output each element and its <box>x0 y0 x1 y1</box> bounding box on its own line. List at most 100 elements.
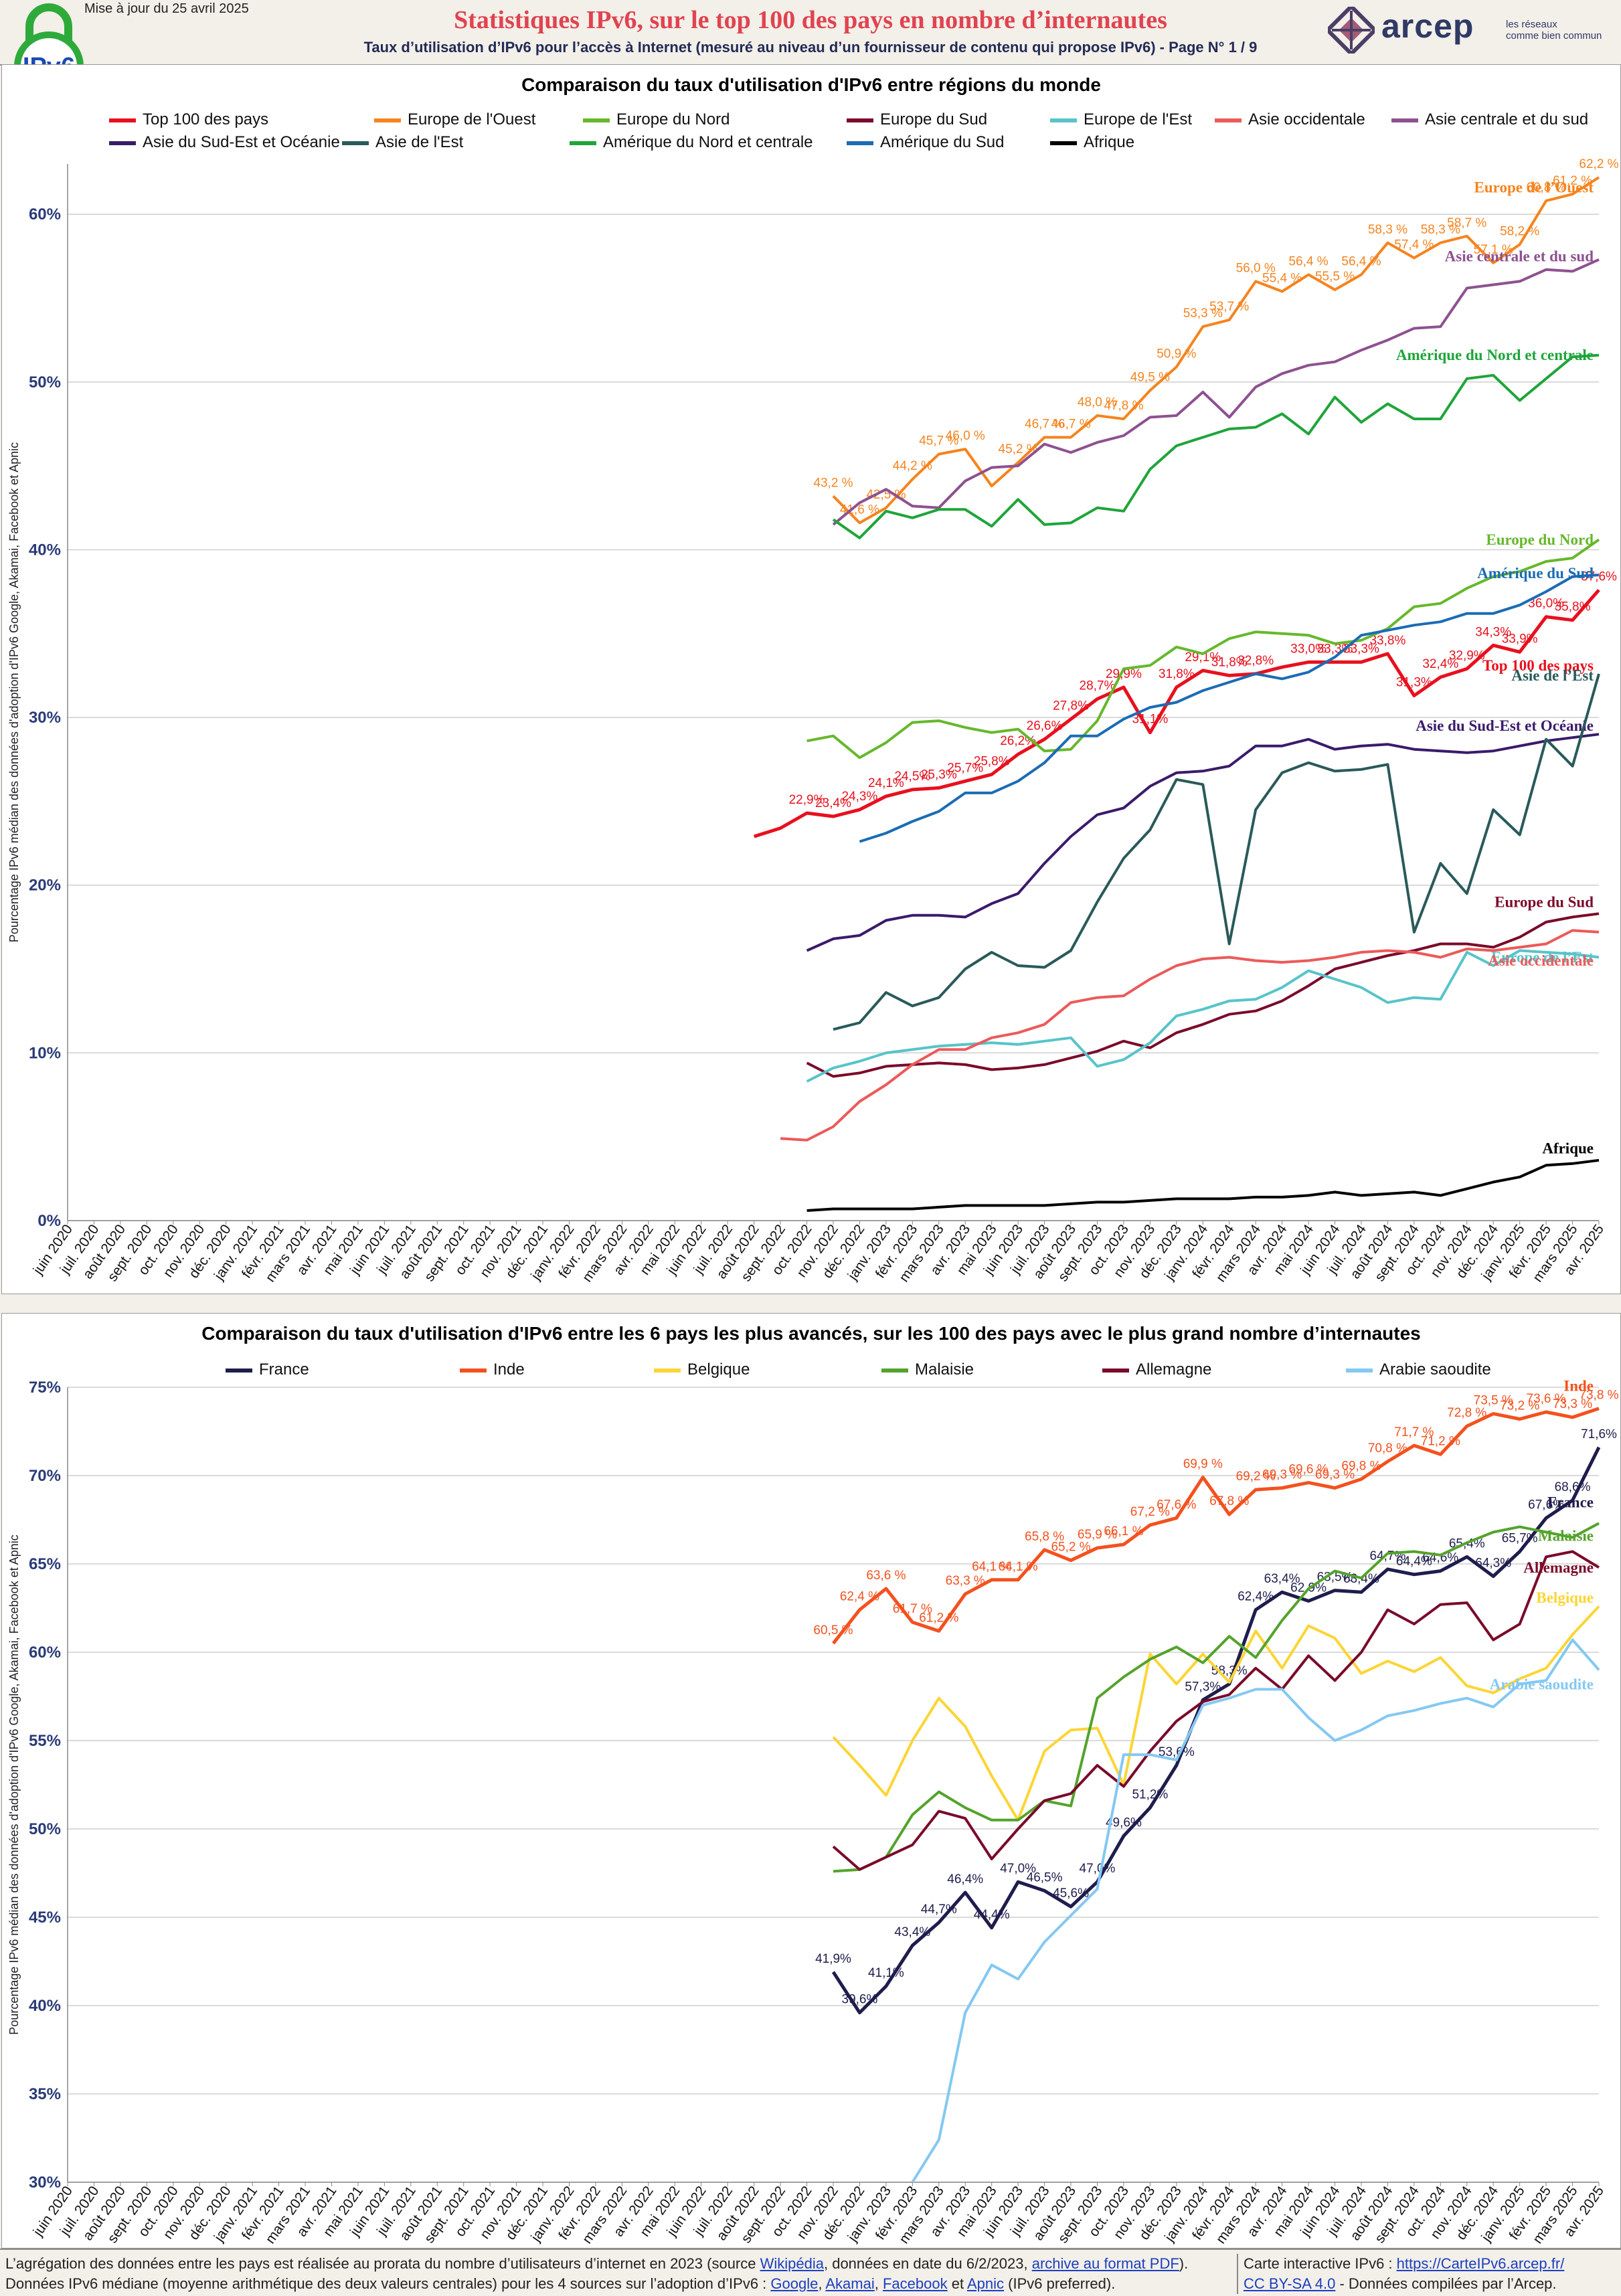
data-label: 23,4% <box>815 796 851 810</box>
data-label: 45,7 % <box>919 434 958 448</box>
series-line <box>832 176 1600 525</box>
series-belgique: Belgique <box>832 1589 1600 1822</box>
data-label: 33,3% <box>1343 642 1379 656</box>
data-label: 31,1% <box>1132 713 1168 727</box>
data-label: 24,3% <box>842 790 878 804</box>
legend-swatch <box>1050 118 1077 122</box>
data-label: 25,7% <box>947 761 983 775</box>
data-label: 41,1% <box>868 1966 904 1980</box>
series-end-label: Europe du Nord <box>1486 531 1594 548</box>
data-label: 53,6% <box>1159 1745 1195 1759</box>
legend-label: Asie de l'Est <box>375 133 464 151</box>
y-tick-label: 50% <box>29 1820 61 1838</box>
series-top-100-des-pays: 22,9%23,4%24,3%24,1%24,5%25,3%25,7%25,8%… <box>753 570 1617 838</box>
legend-swatch <box>226 1368 252 1373</box>
carte-ipv6-link[interactable]: https://CarteIPv6.arcep.fr/ <box>1396 2255 1565 2272</box>
data-label: 60,8 % <box>1527 181 1566 195</box>
data-label: 46,7 % <box>1025 418 1064 432</box>
data-label: 41,9% <box>815 1952 851 1966</box>
arcep-tagline: les réseaux comme bien commun <box>1506 19 1602 41</box>
legend-label: Asie centrale et du sud <box>1425 110 1589 128</box>
series-end-label: Belgique <box>1536 1589 1594 1606</box>
legend-item-asie-occidentale: Asie occidentale <box>1215 110 1365 129</box>
data-label: 44,4% <box>974 1908 1010 1922</box>
y-tick-label: 10% <box>29 1044 61 1062</box>
archive-pdf-link[interactable]: archive au format PDF <box>1031 2255 1179 2272</box>
series-line <box>806 949 1600 1083</box>
y-tick-label: 65% <box>29 1555 61 1573</box>
data-label: 44,7% <box>921 1903 957 1917</box>
legend-item-belgique: Belgique <box>654 1360 750 1379</box>
footer-text: et <box>951 2275 964 2292</box>
data-label: 36,0% <box>1528 597 1564 611</box>
series-line <box>806 538 1600 760</box>
data-label: 65,7% <box>1502 1532 1538 1546</box>
y-axis-title: Pourcentage IPv6 médian des données d'ad… <box>7 1534 21 2034</box>
y-tick-label: 20% <box>29 877 61 895</box>
legend-item-allemagne: Allemagne <box>1102 1360 1211 1379</box>
legend-item-france: France <box>226 1360 309 1379</box>
footer-text: - Données compilées par l’Arcep. <box>1335 2275 1557 2292</box>
legend-label: Amérique du Sud <box>880 133 1005 151</box>
series-europe-de-l-est: Europe de l’Est <box>806 949 1600 1083</box>
facebook-link[interactable]: Facebook <box>882 2275 948 2292</box>
series-end-label: Asie centrale et du sud <box>1445 248 1594 264</box>
series-line <box>832 1407 1600 1645</box>
data-label: 33,9% <box>1502 632 1538 646</box>
y-axis-title: Pourcentage IPv6 médian des données d'ad… <box>7 442 21 942</box>
data-label: 33,8% <box>1369 634 1405 648</box>
data-label: 71,6% <box>1581 1427 1617 1441</box>
series-line <box>832 1550 1600 1871</box>
legend-label: Malaisie <box>915 1360 974 1379</box>
wikipedia-link[interactable]: Wikipédia <box>760 2255 824 2272</box>
legend-swatch <box>1346 1368 1373 1373</box>
arcep-logo[interactable]: arcep les réseaux comme bien commun <box>1327 4 1608 55</box>
data-label: 31,3% <box>1396 676 1432 690</box>
series-malaisie: Malaisie <box>833 1522 1600 1873</box>
data-label: 65,9 % <box>1078 1528 1117 1542</box>
data-label: 34,3% <box>1475 625 1511 639</box>
arcep-emblem-icon <box>1328 7 1375 54</box>
y-tick-label: 75% <box>29 1379 61 1397</box>
y-tick-label: 55% <box>29 1732 61 1750</box>
apnic-link[interactable]: Apnic <box>966 2275 1005 2292</box>
data-label: 22,9% <box>789 793 825 807</box>
legend-label: Arabie saoudite <box>1379 1360 1491 1379</box>
data-label: 72,8 % <box>1447 1406 1486 1420</box>
series-end-label: Arabie saoudite <box>1490 1676 1594 1692</box>
data-label: 47,0% <box>1080 1862 1116 1876</box>
regions-chart-title: Comparaison du taux d'utilisation d'IPv6… <box>521 74 1101 95</box>
data-label: 63,3 % <box>946 1574 985 1588</box>
data-label: 64,1 % <box>999 1560 1038 1574</box>
legend-item-top-100-des-pays: Top 100 des pays <box>109 110 268 129</box>
akamai-link[interactable]: Akamai <box>825 2275 875 2292</box>
legend-label: Allemagne <box>1136 1360 1212 1379</box>
legend-label: Amérique du Nord et centrale <box>603 133 813 151</box>
data-label: 57,3% <box>1185 1680 1221 1694</box>
google-link[interactable]: Google <box>770 2275 819 2292</box>
series-line <box>832 258 1600 526</box>
series-line <box>832 1605 1600 1822</box>
data-label: 58,2 % <box>1500 224 1539 238</box>
series-inde: 60,5 %62,4 %63,6 %61,7 %61,2 %63,3 %64,1… <box>813 1377 1619 1645</box>
arcep-tagline-line2: comme bien commun <box>1506 30 1602 41</box>
y-tick-label: 30% <box>29 2174 61 2192</box>
data-label: 25,3% <box>921 768 957 782</box>
legend-label: Asie du Sud-Est et Océanie <box>143 133 340 151</box>
legend-item-malaisie: Malaisie <box>881 1360 974 1379</box>
legend-item-europe-de-l-ouest: Europe de l'Ouest <box>374 110 535 129</box>
data-label: 32,8% <box>1238 654 1274 668</box>
legend-item-asie-du-sud-est-et-oceanie: Asie du Sud-Est et Océanie <box>109 133 340 152</box>
license-link[interactable]: CC BY-SA 4.0 <box>1244 2275 1336 2292</box>
series-europe-du-nord: Europe du Nord <box>806 531 1600 760</box>
footer-sources: L’agrégation des données entre les pays … <box>5 2254 1230 2294</box>
legend-item-amerique-du-nord-et-centrale: Amérique du Nord et centrale <box>570 133 813 152</box>
y-tick-label: 50% <box>29 373 61 391</box>
y-tick-label: 40% <box>29 541 61 559</box>
series-end-label: France <box>1547 1494 1594 1511</box>
series-end-label: Europe du Sud <box>1495 893 1594 910</box>
data-label: 28,7% <box>1080 679 1116 693</box>
update-date: Mise à jour du 25 avril 2025 <box>84 1 249 16</box>
footer-license-line: CC BY-SA 4.0 - Données compilées par l’A… <box>1244 2274 1618 2294</box>
